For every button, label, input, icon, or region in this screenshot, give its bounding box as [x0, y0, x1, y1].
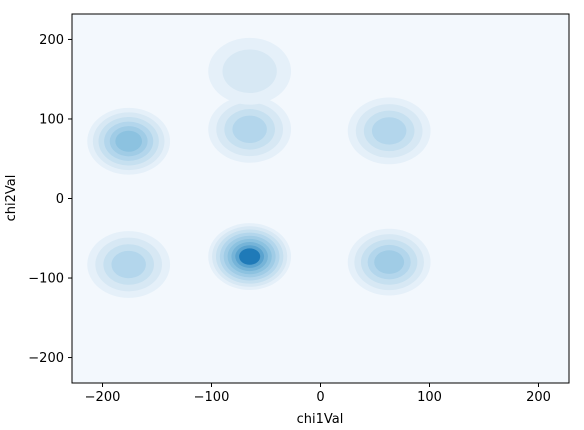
density-contour [222, 49, 277, 94]
x-tick-label: −200 [85, 390, 121, 405]
x-axis-label: chi1Val [297, 412, 344, 427]
x-tick-label: 200 [526, 390, 551, 405]
x-tick-label: 0 [316, 390, 324, 405]
x-tick-label: 100 [417, 390, 442, 405]
y-tick-label: 0 [56, 192, 64, 207]
y-axis: −200 −100 0 100 200 [28, 33, 72, 366]
x-axis: −200 −100 0 100 200 [85, 383, 551, 405]
plot-background [72, 14, 569, 383]
y-tick-label: 200 [39, 33, 64, 48]
x-tick-label: −100 [194, 390, 230, 405]
y-axis-label: chi2Val [4, 175, 19, 222]
y-tick-label: −200 [28, 351, 64, 366]
density-contour [232, 115, 267, 144]
density-contour [239, 248, 261, 265]
density-contours [87, 37, 431, 298]
y-tick-label: 100 [39, 112, 64, 127]
density-contour [115, 130, 143, 152]
density-contour [111, 250, 146, 279]
y-tick-label: −100 [28, 272, 64, 287]
density-contour [371, 117, 407, 145]
density-contour [374, 250, 405, 274]
